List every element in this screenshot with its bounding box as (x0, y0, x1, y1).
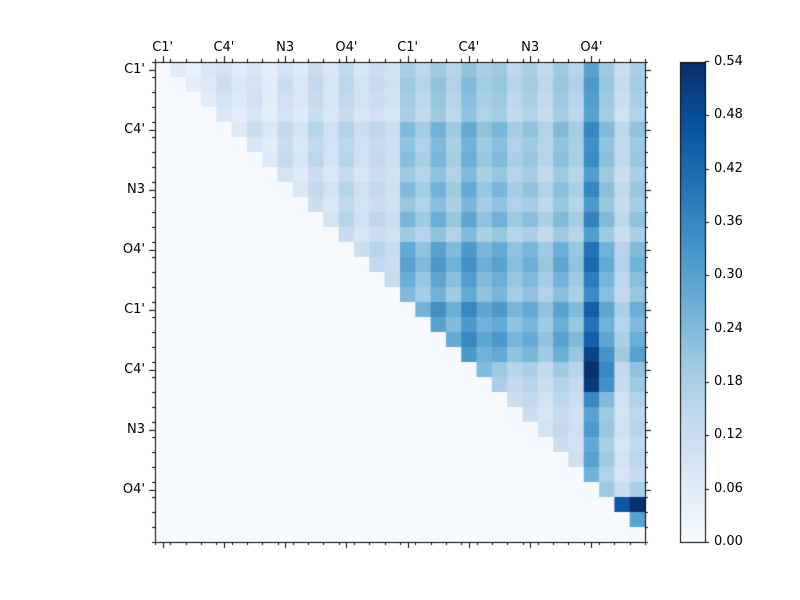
heatmap-canvas (0, 0, 800, 600)
heatmap-figure: C1' C4' N3 O4' C1' C4' N3 O4' C1' C4' N3 O4' C1' C4' N… (0, 0, 800, 600)
